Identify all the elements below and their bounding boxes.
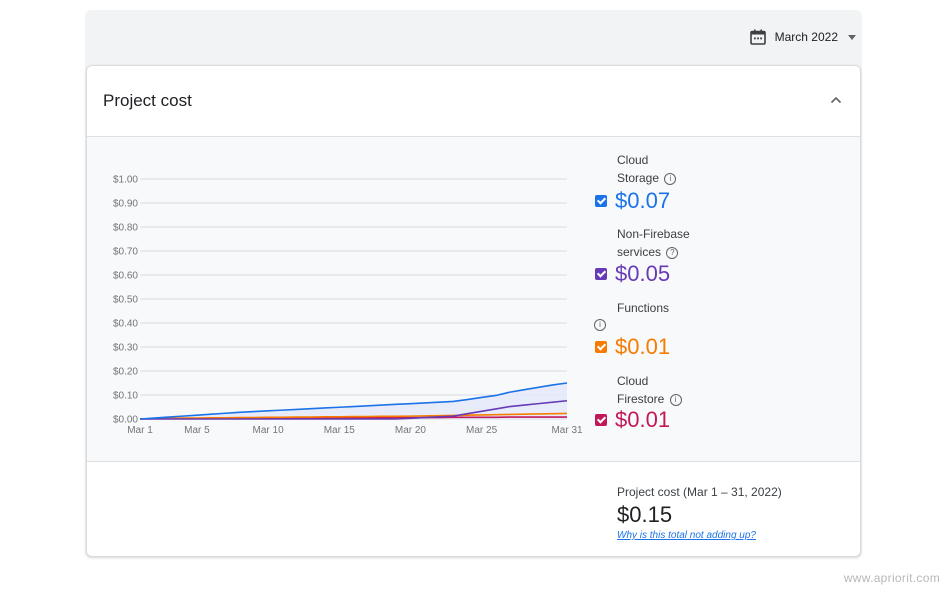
x-tick-label: Mar 25	[466, 425, 498, 436]
dropdown-arrow-icon	[848, 34, 856, 40]
y-tick-label: $0.20	[113, 367, 138, 378]
card-title: Project cost	[103, 91, 192, 110]
total-value: $0.15	[617, 502, 673, 527]
y-tick-label: $1.00	[113, 175, 138, 186]
legend-value: $0.05	[615, 261, 671, 286]
card-header: Project cost	[87, 66, 860, 137]
legend-name-non-firebase: Non-Firebase services ?	[617, 227, 690, 259]
info-icon[interactable]: i	[669, 393, 682, 406]
x-tick-label: Mar 31	[551, 425, 583, 436]
y-tick-label: $0.00	[113, 415, 138, 426]
info-icon[interactable]: i	[664, 172, 677, 185]
y-tick-label: $0.70	[113, 247, 138, 258]
y-tick-label: $0.50	[113, 295, 138, 306]
cost-panel: March 2022 Project cost $0.00 $0.10 $0.20 $…	[85, 10, 862, 558]
legend-name-cloud-firestore: Cloud Firestore i	[617, 372, 757, 408]
project-cost-card: Project cost $0.00 $0.10 $0.20 $0.30 $0.40 $0…	[86, 65, 861, 557]
chevron-up-icon[interactable]	[826, 90, 846, 110]
y-tick-label: $0.90	[113, 199, 138, 210]
x-tick-label: Mar 5	[184, 425, 210, 436]
help-icon[interactable]: ?	[666, 246, 679, 259]
x-tick-label: Mar 1	[127, 425, 153, 436]
legend-value: $0.01	[615, 407, 671, 432]
info-icon[interactable]: i	[594, 319, 606, 331]
legend-row-non-firebase: $0.05	[595, 261, 670, 287]
checkbox-cloud-firestore[interactable]	[595, 414, 607, 426]
month-selector[interactable]: March 2022	[749, 26, 856, 48]
series-line	[139, 382, 568, 420]
series-area	[140, 383, 567, 419]
series-line	[139, 412, 568, 420]
cost-chart: $0.00 $0.10 $0.20 $0.30 $0.40 $0.50 $0.60 $0.70…	[113, 175, 583, 437]
y-tick-label: $0.80	[113, 223, 138, 234]
legend-row-functions: $0.01	[595, 334, 670, 360]
y-tick-label: $0.60	[113, 271, 138, 282]
watermark: www.apriorit.com	[843, 571, 940, 585]
checkbox-functions[interactable]	[595, 341, 607, 353]
month-label: March 2022	[774, 30, 838, 44]
legend-row-cloud-storage: $0.07	[595, 188, 670, 214]
calendar-icon	[749, 29, 766, 45]
checkbox-non-firebase[interactable]	[595, 268, 607, 280]
total-label: Project cost (Mar 1 – 31, 2022)	[617, 485, 782, 499]
y-tick-label: $0.10	[113, 391, 138, 402]
legend-value: $0.07	[615, 188, 671, 213]
x-tick-label: Mar 15	[324, 425, 356, 436]
checkbox-cloud-storage[interactable]	[595, 195, 607, 207]
y-tick-label: $0.30	[113, 343, 138, 354]
y-tick-label: $0.40	[113, 319, 138, 330]
card-footer: Project cost (Mar 1 – 31, 2022) $0.15 Wh…	[87, 462, 860, 556]
legend: Cloud Storage i $0.07 Non-Firebase servi…	[594, 137, 845, 461]
legend-name-cloud-storage: Cloud Storage i	[617, 151, 757, 187]
help-link[interactable]: Why is this total not adding up?	[617, 530, 756, 541]
legend-name-functions: Functions	[617, 301, 670, 315]
chart-area: $0.00 $0.10 $0.20 $0.30 $0.40 $0.50 $0.60 $0.70…	[87, 137, 860, 462]
legend-row-cloud-firestore: $0.01	[595, 407, 670, 433]
x-tick-label: Mar 10	[253, 425, 285, 436]
x-tick-label: Mar 20	[395, 425, 427, 436]
legend-value: $0.01	[615, 334, 671, 359]
series-line	[140, 399, 568, 420]
